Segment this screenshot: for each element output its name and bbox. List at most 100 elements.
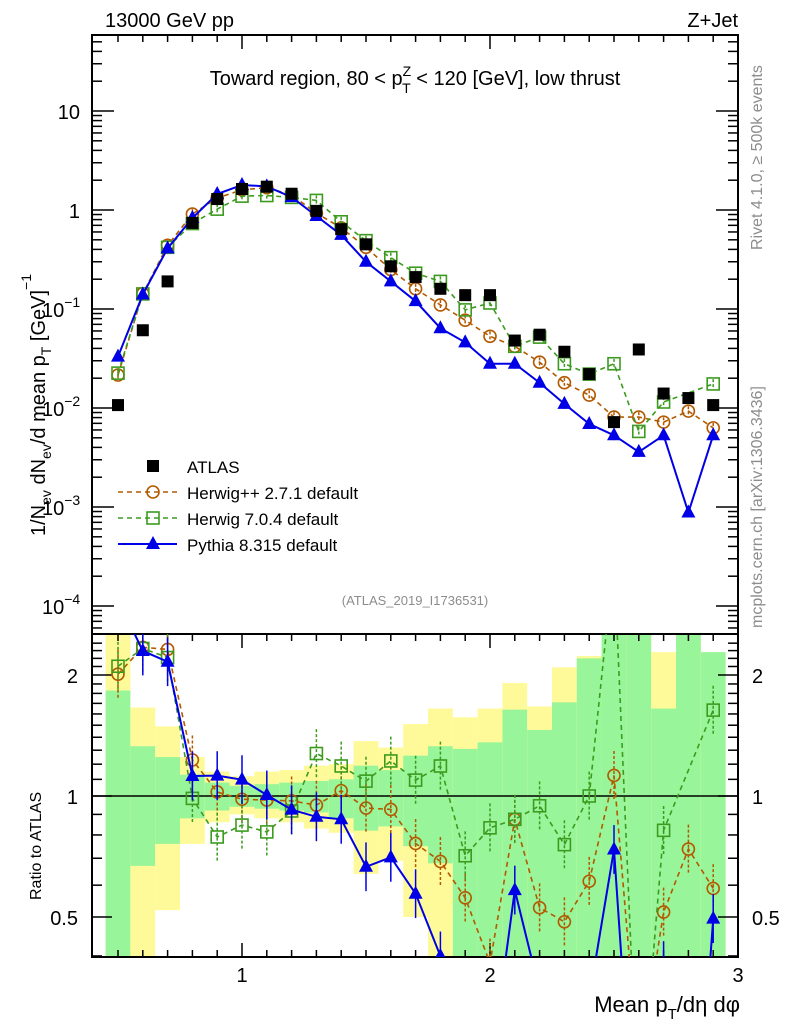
x-label-part: /dη dφ	[677, 992, 740, 1017]
y-tick-label: 10−2	[42, 393, 80, 421]
ratio-point	[284, 801, 299, 815]
analysis-watermark: (ATLAS_2019_I1736531)	[342, 593, 488, 608]
data-point	[160, 240, 175, 254]
data-point	[557, 375, 572, 390]
x-tick-label: 2	[484, 965, 495, 987]
ratio-point	[309, 746, 324, 761]
data-point	[458, 303, 473, 317]
x-tick-labels: 1 2 3	[236, 965, 743, 987]
data-point	[657, 387, 670, 400]
y-label-part: ev	[38, 444, 54, 459]
data-point	[706, 377, 721, 391]
y-tick-label: 10−3	[42, 492, 80, 520]
ratio-point	[557, 914, 572, 929]
stat-uncertainty-band	[527, 729, 552, 957]
data-point	[507, 355, 522, 369]
ratio-y-tick-label: 0.5	[50, 908, 78, 930]
data-point	[310, 204, 323, 217]
stat-uncertainty-band	[552, 702, 577, 957]
ratio-point	[607, 841, 621, 855]
legend-label: Herwig 7.0.4 default	[187, 510, 338, 529]
ratio-line-1	[117, 646, 714, 957]
data-point	[359, 253, 373, 267]
ratio-point	[607, 768, 621, 783]
ratio-point	[210, 830, 224, 844]
ratio-point	[656, 823, 671, 838]
ratio-point	[532, 798, 547, 813]
ratio-point	[657, 958, 671, 971]
ratio-series	[111, 634, 721, 1013]
title-rest: < 120 [GeV], low thrust	[411, 68, 621, 90]
stat-uncertainty-band	[155, 757, 180, 844]
ratio-point	[160, 653, 175, 667]
legend-marker	[146, 511, 160, 525]
stat-uncertainty-band	[676, 634, 701, 957]
ratio-point	[483, 821, 497, 835]
data-point	[631, 410, 646, 424]
ratio-point	[533, 983, 547, 996]
ratio-point	[309, 808, 324, 822]
data-point	[583, 368, 596, 381]
data-point	[409, 271, 422, 284]
y-label-part: /d mean p	[28, 355, 50, 444]
ratio-point	[557, 1000, 571, 1013]
ratio-point	[359, 774, 373, 788]
ratio-point	[210, 767, 225, 781]
y-tick-base: 10	[42, 597, 64, 619]
mcplots-label: mcplots.cern.ch [arXiv:1306.3436]	[749, 386, 766, 628]
data-point	[285, 187, 298, 200]
x-label-part: T	[668, 1006, 677, 1023]
data-point	[706, 427, 721, 441]
data-point	[383, 273, 398, 287]
data-point	[433, 320, 448, 334]
ratio-y-axis-label: Ratio to ATLAS	[28, 792, 45, 900]
plot-title: Toward region, 80 < pZ T < 120 [GeV], low…	[210, 63, 621, 96]
ratio-point	[408, 836, 423, 851]
x-label-part: Mean p	[594, 992, 667, 1017]
data-point	[532, 374, 547, 388]
y-label-part: ev	[38, 490, 54, 505]
y-tick-exp: −2	[64, 393, 80, 409]
y-tick-exp: −4	[64, 591, 80, 607]
legend-label: Herwig++ 2.7.1 default	[187, 484, 358, 503]
ratio-point	[507, 812, 522, 827]
data-point	[632, 343, 645, 356]
ratio-point	[185, 767, 200, 781]
ratio-point	[582, 789, 597, 803]
ratio-point	[706, 703, 721, 717]
data-point	[260, 180, 273, 193]
data-point	[608, 416, 620, 429]
rivet-label: Rivet 4.1.0, ≥ 500k events	[749, 65, 766, 250]
y-label-part: dN	[28, 459, 50, 490]
ratio-point	[408, 773, 423, 787]
data-point	[433, 298, 448, 312]
main-series	[111, 176, 721, 518]
data-point	[682, 392, 695, 405]
data-point	[135, 286, 150, 300]
ratio-y-tick-label: 2	[67, 666, 78, 688]
data-point	[384, 260, 397, 273]
stat-uncertainty-band	[105, 690, 131, 957]
x-axis-label: Mean pT/dη dφ	[594, 992, 740, 1023]
ratio-point	[458, 891, 473, 905]
y-tick-base: 10	[42, 498, 64, 520]
data-point	[707, 399, 720, 412]
ratio-point	[235, 771, 249, 785]
y-tick-label: 10−4	[42, 591, 80, 619]
y-label-part: 1/N	[28, 505, 50, 536]
ratio-point	[383, 802, 398, 817]
data-point	[631, 443, 646, 457]
y-label-part: [GeV]	[28, 290, 50, 347]
stat-uncertainty-band	[626, 634, 652, 957]
data-point	[186, 216, 199, 229]
title-sub: T	[402, 80, 411, 96]
ratio-point	[532, 900, 547, 915]
ratio-y-tick-label: 1	[67, 787, 78, 809]
x-tick-label: 1	[236, 965, 247, 987]
data-point	[408, 293, 423, 307]
data-point	[582, 388, 597, 402]
data-point	[136, 324, 149, 337]
ratio-point	[582, 874, 597, 889]
axis-ticks	[92, 35, 739, 957]
